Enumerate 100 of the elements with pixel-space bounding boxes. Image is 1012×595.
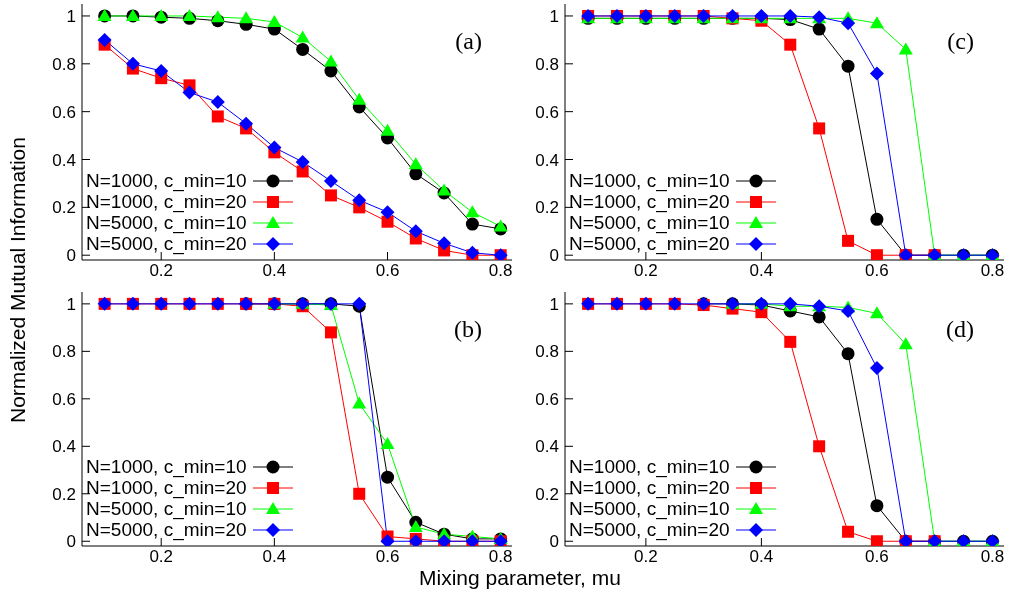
legend-label: N=1000, c_min=10 (86, 170, 247, 191)
point (295, 30, 310, 43)
point (182, 8, 197, 21)
point (813, 122, 826, 135)
point (353, 487, 366, 500)
point (267, 14, 282, 27)
x-tick-label: 0.8 (980, 261, 1005, 281)
point (869, 66, 884, 81)
point (210, 10, 225, 23)
y-tick-label: 0.2 (52, 198, 76, 218)
point (869, 360, 884, 375)
point (870, 249, 883, 260)
y-tick-label: 0 (66, 532, 76, 552)
point (870, 499, 884, 513)
point (437, 236, 452, 251)
annotation: (c) (947, 28, 974, 55)
legend-label: N=5000, c_min=20 (569, 519, 730, 540)
x-tick-label: 0.2 (634, 547, 658, 567)
point (352, 396, 367, 409)
x-tick-label: 0.4 (749, 547, 774, 567)
legend-label: N=5000, c_min=20 (86, 233, 247, 254)
point (408, 157, 423, 170)
point (784, 38, 797, 51)
legend-label: N=1000, c_min=10 (569, 456, 730, 477)
y-tick-label: 0 (66, 246, 76, 266)
y-tick-label: 1 (66, 294, 76, 314)
x-tick-label: 0.8 (488, 261, 513, 281)
point (842, 234, 855, 247)
y-tick-label: 0.4 (535, 150, 559, 170)
y-tick-label: 0.4 (52, 150, 76, 170)
point (296, 42, 310, 56)
x-tick-label: 0.4 (262, 547, 287, 567)
x-tick-label: 0.6 (865, 547, 889, 567)
legend-label: N=1000, c_min=10 (569, 170, 730, 191)
legend-label: N=5000, c_min=20 (569, 233, 730, 254)
point (239, 116, 254, 131)
x-tick-label: 0.8 (488, 547, 513, 567)
point (408, 520, 423, 533)
y-axis-title: Normalized Mutual Information (6, 137, 30, 423)
y-tick-label: 0.6 (535, 389, 559, 409)
legend-label: N=1000, c_min=10 (86, 456, 247, 477)
point (465, 205, 480, 218)
legend-label: N=1000, c_min=20 (86, 191, 247, 212)
y-tick-label: 0.8 (52, 54, 76, 74)
annotation: (d) (946, 316, 974, 343)
point (813, 440, 826, 453)
legend-label: N=5000, c_min=10 (86, 212, 247, 233)
legend-label: N=5000, c_min=10 (569, 498, 730, 519)
legend-label: N=5000, c_min=10 (569, 212, 730, 233)
point (437, 183, 452, 196)
point (408, 224, 423, 239)
y-tick-label: 0.8 (52, 342, 76, 362)
point (380, 205, 395, 220)
y-tick-label: 1 (549, 7, 559, 26)
y-tick-label: 0.4 (535, 437, 559, 457)
point (493, 219, 508, 232)
point (381, 215, 394, 228)
x-tick-label: 0.4 (749, 261, 774, 281)
legend-label: N=1000, c_min=20 (569, 477, 730, 498)
point (841, 303, 856, 318)
point (295, 154, 310, 169)
legend-label: N=1000, c_min=20 (86, 477, 247, 498)
point (352, 193, 367, 208)
y-tick-label: 0.6 (535, 102, 559, 122)
y-tick-label: 0.2 (535, 198, 559, 218)
legend-label: N=5000, c_min=20 (86, 519, 247, 540)
point (784, 335, 797, 348)
point (869, 16, 884, 29)
point (381, 470, 395, 484)
point (842, 525, 855, 538)
point (870, 212, 884, 226)
point (869, 306, 884, 319)
point (154, 63, 169, 78)
annotation: (a) (455, 28, 482, 55)
point (898, 42, 913, 55)
point (267, 140, 282, 155)
point (324, 189, 337, 202)
y-tick-label: 0 (549, 532, 559, 552)
x-tick-label: 0.6 (865, 261, 889, 281)
point (380, 534, 395, 546)
legend-label: N=1000, c_min=20 (569, 191, 730, 212)
point (812, 310, 826, 324)
annotation: (b) (454, 316, 482, 343)
y-tick-label: 0.8 (535, 54, 559, 74)
y-tick-label: 1 (66, 7, 76, 26)
point (97, 32, 112, 47)
y-tick-label: 0.2 (535, 484, 559, 504)
point (465, 245, 480, 260)
point (380, 436, 395, 449)
x-tick-label: 0.2 (634, 261, 658, 281)
y-tick-label: 1 (549, 294, 559, 314)
point (211, 110, 224, 123)
point (324, 326, 337, 339)
y-tick-label: 0.2 (52, 484, 76, 504)
x-axis-title: Mixing parameter, mu (419, 566, 621, 590)
point (323, 174, 338, 189)
y-tick-label: 0.8 (535, 342, 559, 362)
legend-label: N=5000, c_min=10 (86, 498, 247, 519)
y-tick-label: 0.4 (52, 437, 76, 457)
x-tick-label: 0.6 (375, 261, 400, 281)
